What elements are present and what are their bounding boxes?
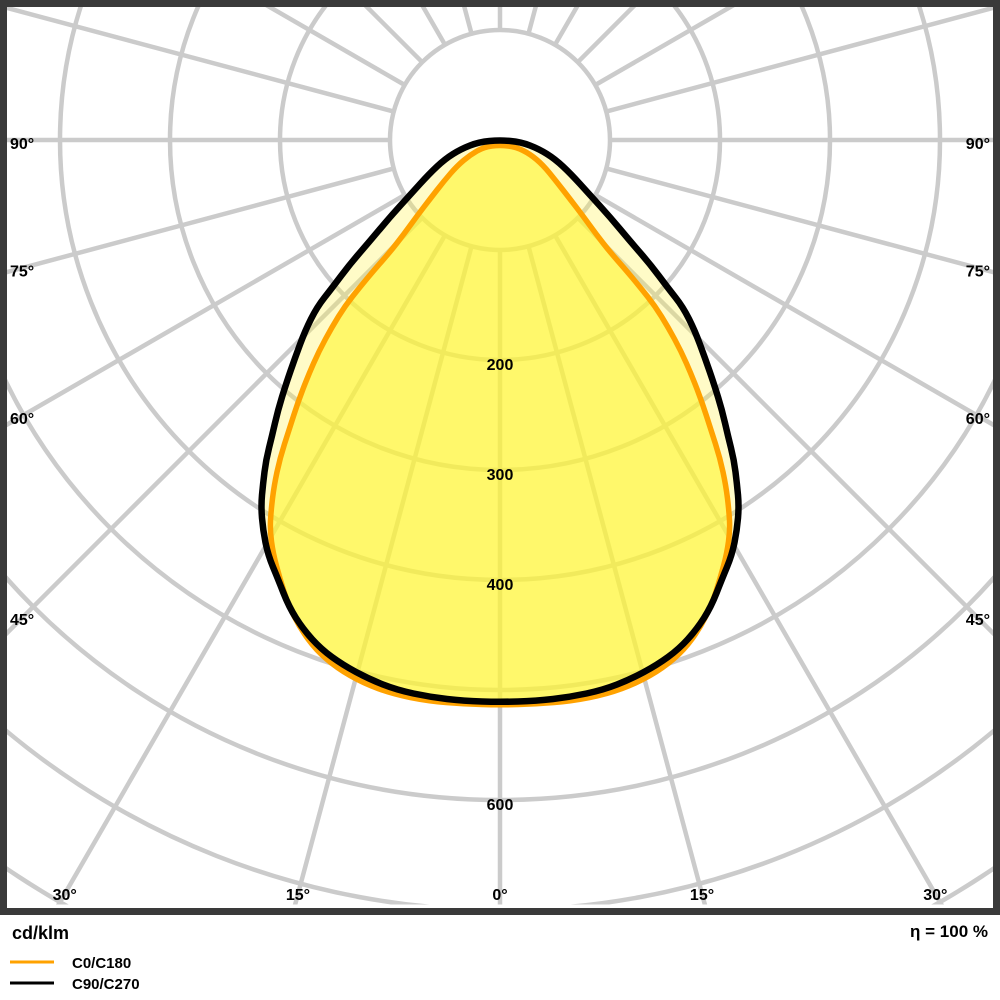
angle-label-bottom-0: 30° bbox=[53, 887, 77, 904]
angle-label-left-75: 75° bbox=[10, 264, 34, 281]
angle-label-right-90: 90° bbox=[966, 136, 990, 153]
grid-spoke-30 bbox=[594, 193, 993, 428]
angle-labels: 90° 90° 75° 75° 60° 60° 45° 45° 30° 15° 0° 15° 30° bbox=[10, 136, 990, 904]
grid-spoke-165 bbox=[7, 166, 395, 275]
angle-label-right-45: 45° bbox=[966, 612, 990, 629]
grid-spoke-15 bbox=[605, 166, 993, 275]
grid-spoke-195 bbox=[7, 7, 395, 114]
legend-item-c0-c180: C0/C180 bbox=[10, 955, 131, 972]
ring-label-200: 200 bbox=[487, 357, 514, 374]
angle-label-left-90: 90° bbox=[10, 136, 34, 153]
fill-c0-c180 bbox=[270, 145, 730, 705]
curve-c0-c180 bbox=[267, 142, 733, 708]
ring-label-600: 600 bbox=[487, 797, 514, 814]
radial-unit-label: cd/klm bbox=[12, 923, 69, 943]
angle-label-right-60: 60° bbox=[966, 411, 990, 428]
grid-spoke-345 bbox=[605, 7, 993, 114]
angle-label-left-45: 45° bbox=[10, 612, 34, 629]
distribution-fills bbox=[261, 140, 739, 705]
angle-label-left-60: 60° bbox=[10, 411, 34, 428]
angle-label-bottom-2: 0° bbox=[492, 887, 507, 904]
chart-border bbox=[0, 0, 1000, 915]
efficiency-label: η = 100 % bbox=[910, 922, 988, 941]
legend-label-c90-c270: C90/C270 bbox=[72, 976, 140, 993]
angle-label-bottom-3: 15° bbox=[690, 887, 714, 904]
grid-spoke-150 bbox=[7, 193, 406, 428]
angle-label-bottom-4: 30° bbox=[923, 887, 947, 904]
legend-label-c0-c180: C0/C180 bbox=[72, 955, 131, 972]
grid-spoke-45 bbox=[576, 216, 993, 637]
angle-label-bottom-1: 15° bbox=[286, 887, 310, 904]
grid-spoke-330 bbox=[594, 7, 735, 87]
legend: C0/C180 C90/C270 bbox=[10, 955, 140, 993]
grid-spoke-135 bbox=[7, 216, 424, 637]
curve-c90-c270 bbox=[258, 137, 742, 705]
angle-label-right-75: 75° bbox=[966, 264, 990, 281]
grid-spoke-210 bbox=[265, 7, 406, 87]
legend-item-c90-c270: C90/C270 bbox=[10, 976, 140, 993]
radial-value-labels: 200 300 400 600 bbox=[487, 357, 514, 814]
ring-label-400: 400 bbox=[487, 577, 514, 594]
ring-label-300: 300 bbox=[487, 467, 514, 484]
distribution-curves bbox=[258, 137, 742, 708]
